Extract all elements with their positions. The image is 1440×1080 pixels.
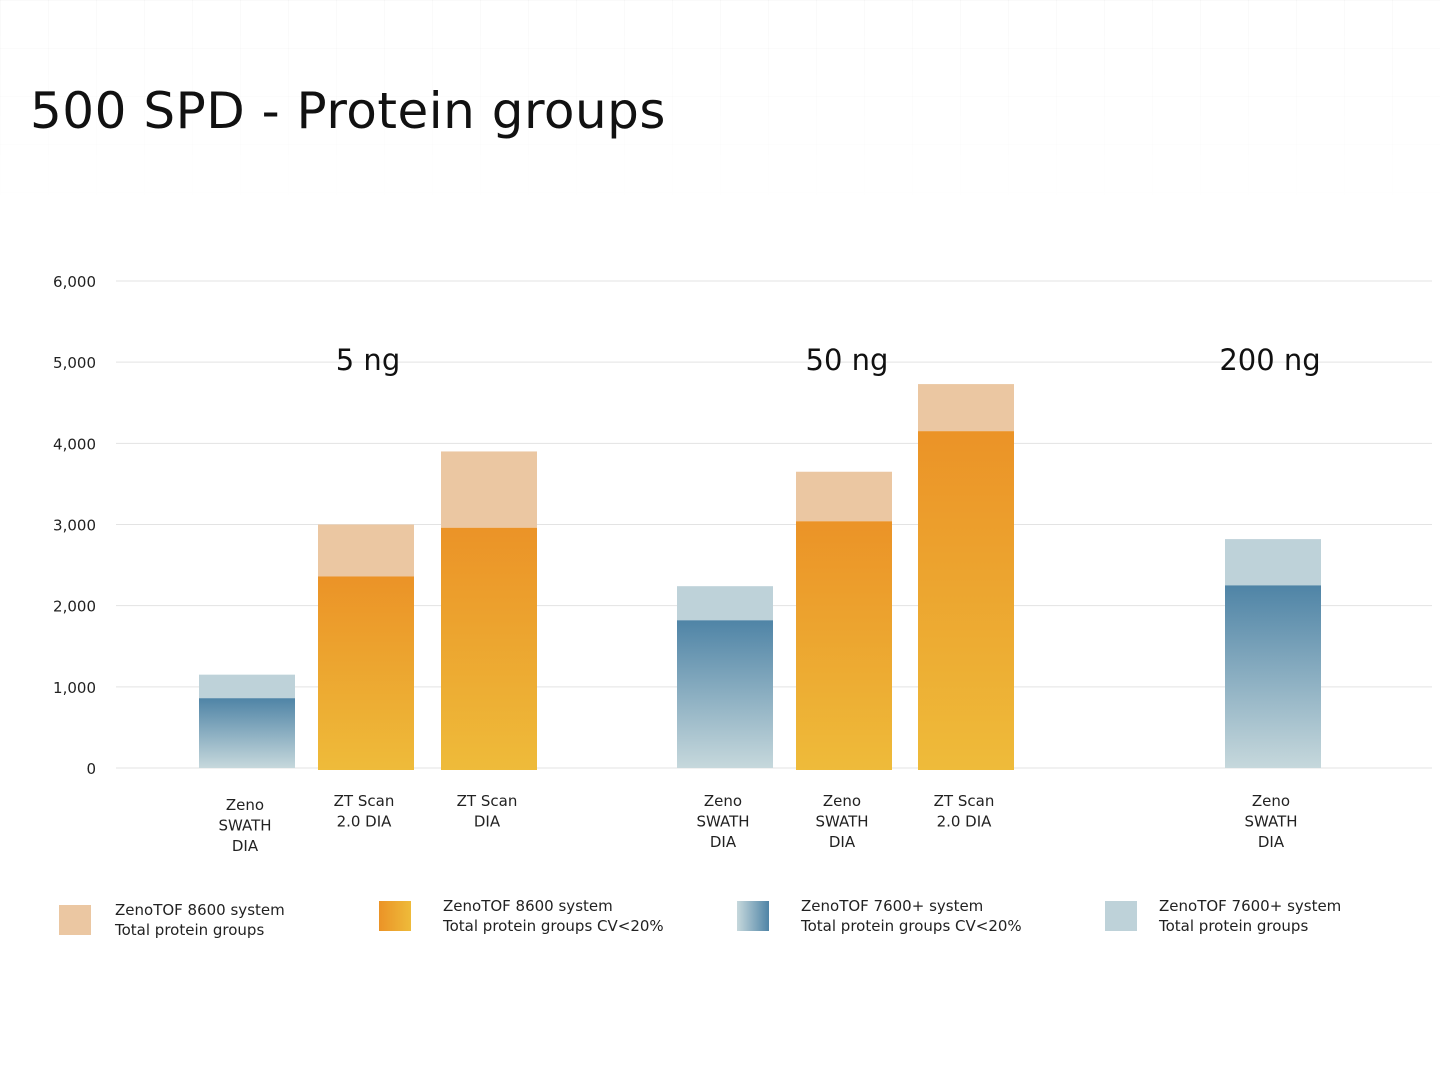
y-tick-label: 0 bbox=[86, 760, 96, 778]
group-label: 5 ng bbox=[336, 343, 400, 377]
y-tick-label: 1,000 bbox=[53, 679, 96, 697]
x-tick-label: Zeno bbox=[226, 796, 264, 814]
bars bbox=[199, 384, 1321, 770]
x-tick-label: DIA bbox=[829, 833, 856, 851]
x-tick-label: 2.0 DIA bbox=[937, 813, 993, 831]
x-tick-label: SWATH bbox=[815, 813, 868, 831]
x-tick-label: ZT Scan bbox=[457, 792, 518, 810]
y-axis-ticks: 0 1,000 2,000 3,000 4,000 5,000 6,000 bbox=[53, 273, 96, 778]
bar-total bbox=[318, 524, 414, 577]
bar-cv20 bbox=[677, 620, 773, 768]
bar-cv20 bbox=[441, 527, 537, 770]
y-tick-label: 5,000 bbox=[53, 354, 96, 372]
x-tick-label: ZT Scan bbox=[334, 792, 395, 810]
bar-total bbox=[1225, 539, 1321, 586]
x-tick-label: DIA bbox=[710, 833, 737, 851]
header-grid-background bbox=[0, 0, 1440, 215]
x-tick-label: 2.0 DIA bbox=[337, 813, 393, 831]
x-tick-label: Zeno bbox=[823, 792, 861, 810]
x-tick-label: SWATH bbox=[218, 817, 271, 835]
group-label: 50 ng bbox=[806, 343, 889, 377]
x-tick-label: Zeno bbox=[1252, 792, 1290, 810]
bar-cv20 bbox=[1225, 585, 1321, 768]
group-label: 200 ng bbox=[1219, 343, 1320, 377]
y-tick-label: 2,000 bbox=[53, 598, 96, 616]
x-tick-label: ZT Scan bbox=[934, 792, 995, 810]
bar-cv20 bbox=[918, 431, 1014, 770]
bar-total bbox=[199, 674, 295, 699]
x-tick-label: DIA bbox=[1258, 833, 1285, 851]
x-tick-label: SWATH bbox=[1244, 813, 1297, 831]
bar-cv20 bbox=[199, 698, 295, 768]
y-tick-label: 4,000 bbox=[53, 435, 96, 453]
x-tick-label: DIA bbox=[232, 837, 259, 855]
page-title: 500 SPD - Protein groups bbox=[30, 82, 666, 140]
x-tick-label: DIA bbox=[474, 813, 501, 831]
group-labels: 5 ng 50 ng 200 ng bbox=[336, 343, 1321, 377]
bar-total bbox=[796, 471, 892, 522]
bar-cv20 bbox=[318, 576, 414, 770]
bar-cv20 bbox=[796, 521, 892, 770]
bar-total bbox=[918, 384, 1014, 432]
bar-total bbox=[441, 451, 537, 528]
x-tick-label: Zeno bbox=[704, 792, 742, 810]
x-tick-label: SWATH bbox=[696, 813, 749, 831]
x-axis-labels: Zeno SWATH DIA ZT Scan 2.0 DIA ZT Scan DIA Zeno… bbox=[218, 792, 1297, 855]
y-tick-label: 6,000 bbox=[53, 273, 96, 291]
bar-total bbox=[677, 586, 773, 621]
y-tick-label: 3,000 bbox=[53, 517, 96, 535]
